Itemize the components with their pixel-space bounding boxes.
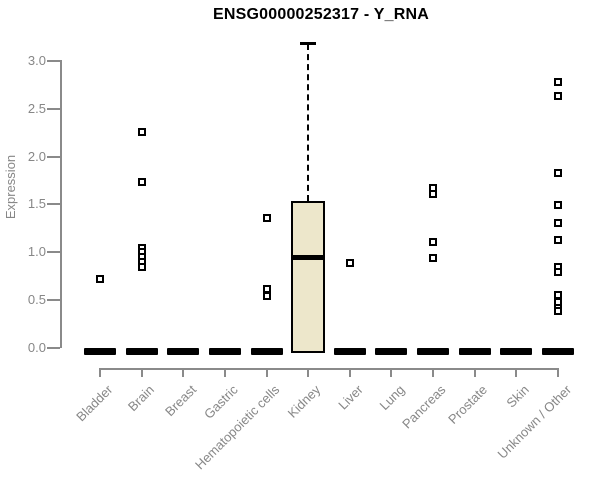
zero-bar [208,348,241,355]
x-tick-label: Kidney [285,382,324,421]
x-tick [515,368,518,377]
x-tick [473,368,476,377]
outlier-point [554,92,563,101]
x-axis-line [99,368,560,370]
x-tick [432,368,435,377]
y-tick-label: 0.5 [27,292,46,308]
median-line [291,255,326,261]
y-tick [47,251,60,254]
outlier-point [554,77,563,86]
zero-bar [500,348,533,355]
x-tick-label: Bladder [73,382,116,425]
outlier-point [554,168,563,177]
zero-bar [167,348,200,355]
x-tick-label: Prostate [445,382,491,427]
x-tick [348,368,351,377]
y-tick [47,59,60,62]
y-tick-label: 0.0 [27,340,46,355]
outlier-point [554,268,563,277]
y-axis-line [60,60,62,348]
outlier-point [554,235,563,244]
y-tick-label: 1.5 [27,196,46,212]
x-tick [99,368,101,377]
y-tick [47,203,60,206]
x-tick-label: Brain [125,382,158,415]
zero-bar [375,348,408,355]
zero-bar [333,348,366,355]
zero-bar [125,348,158,355]
y-tick-label: 2.5 [27,100,46,116]
outlier-point [137,127,146,136]
box [291,200,326,353]
whisker-cap [300,41,317,45]
y-tick-label: 2.0 [27,148,46,164]
x-tick-label: Lung [376,382,408,414]
outlier-point [554,201,563,210]
x-tick [557,368,560,377]
x-tick-label: Pancreas [399,382,449,432]
x-tick [307,368,310,377]
x-tick [265,368,268,377]
outlier-point [137,262,146,271]
x-tick [140,368,143,377]
whisker [307,43,310,201]
y-tick-label: 1.0 [27,244,46,260]
y-tick-label: 3.0 [27,52,46,68]
outlier-point [345,258,354,267]
x-tick-label: Liver [334,382,366,413]
outlier-point [429,237,438,246]
x-tick-label: Skin [503,382,533,411]
y-tick [47,347,60,349]
zero-bar [458,348,491,355]
x-tick [223,368,226,377]
zero-bar [250,348,283,355]
y-tick [47,155,60,158]
zero-bar [542,348,575,355]
outlier-point [429,189,438,198]
x-tick-label: Breast [161,382,199,420]
outlier-point [554,306,563,315]
y-tick [47,299,60,302]
chart-title: ENSG00000252317 - Y_RNA [213,6,429,23]
outlier-point [262,284,271,293]
x-tick [390,368,393,377]
x-tick-label: Gastric [200,382,241,422]
outlier-point [137,178,146,187]
zero-bar [84,348,116,355]
x-tick [182,368,185,377]
outlier-point [554,218,563,227]
outlier-point [96,275,104,284]
x-tick-label: Unknown / Other [494,382,574,462]
zero-bar [417,348,450,355]
outlier-point [262,292,271,301]
outlier-point [262,213,271,222]
y-tick [47,107,60,110]
outlier-point [429,254,438,263]
